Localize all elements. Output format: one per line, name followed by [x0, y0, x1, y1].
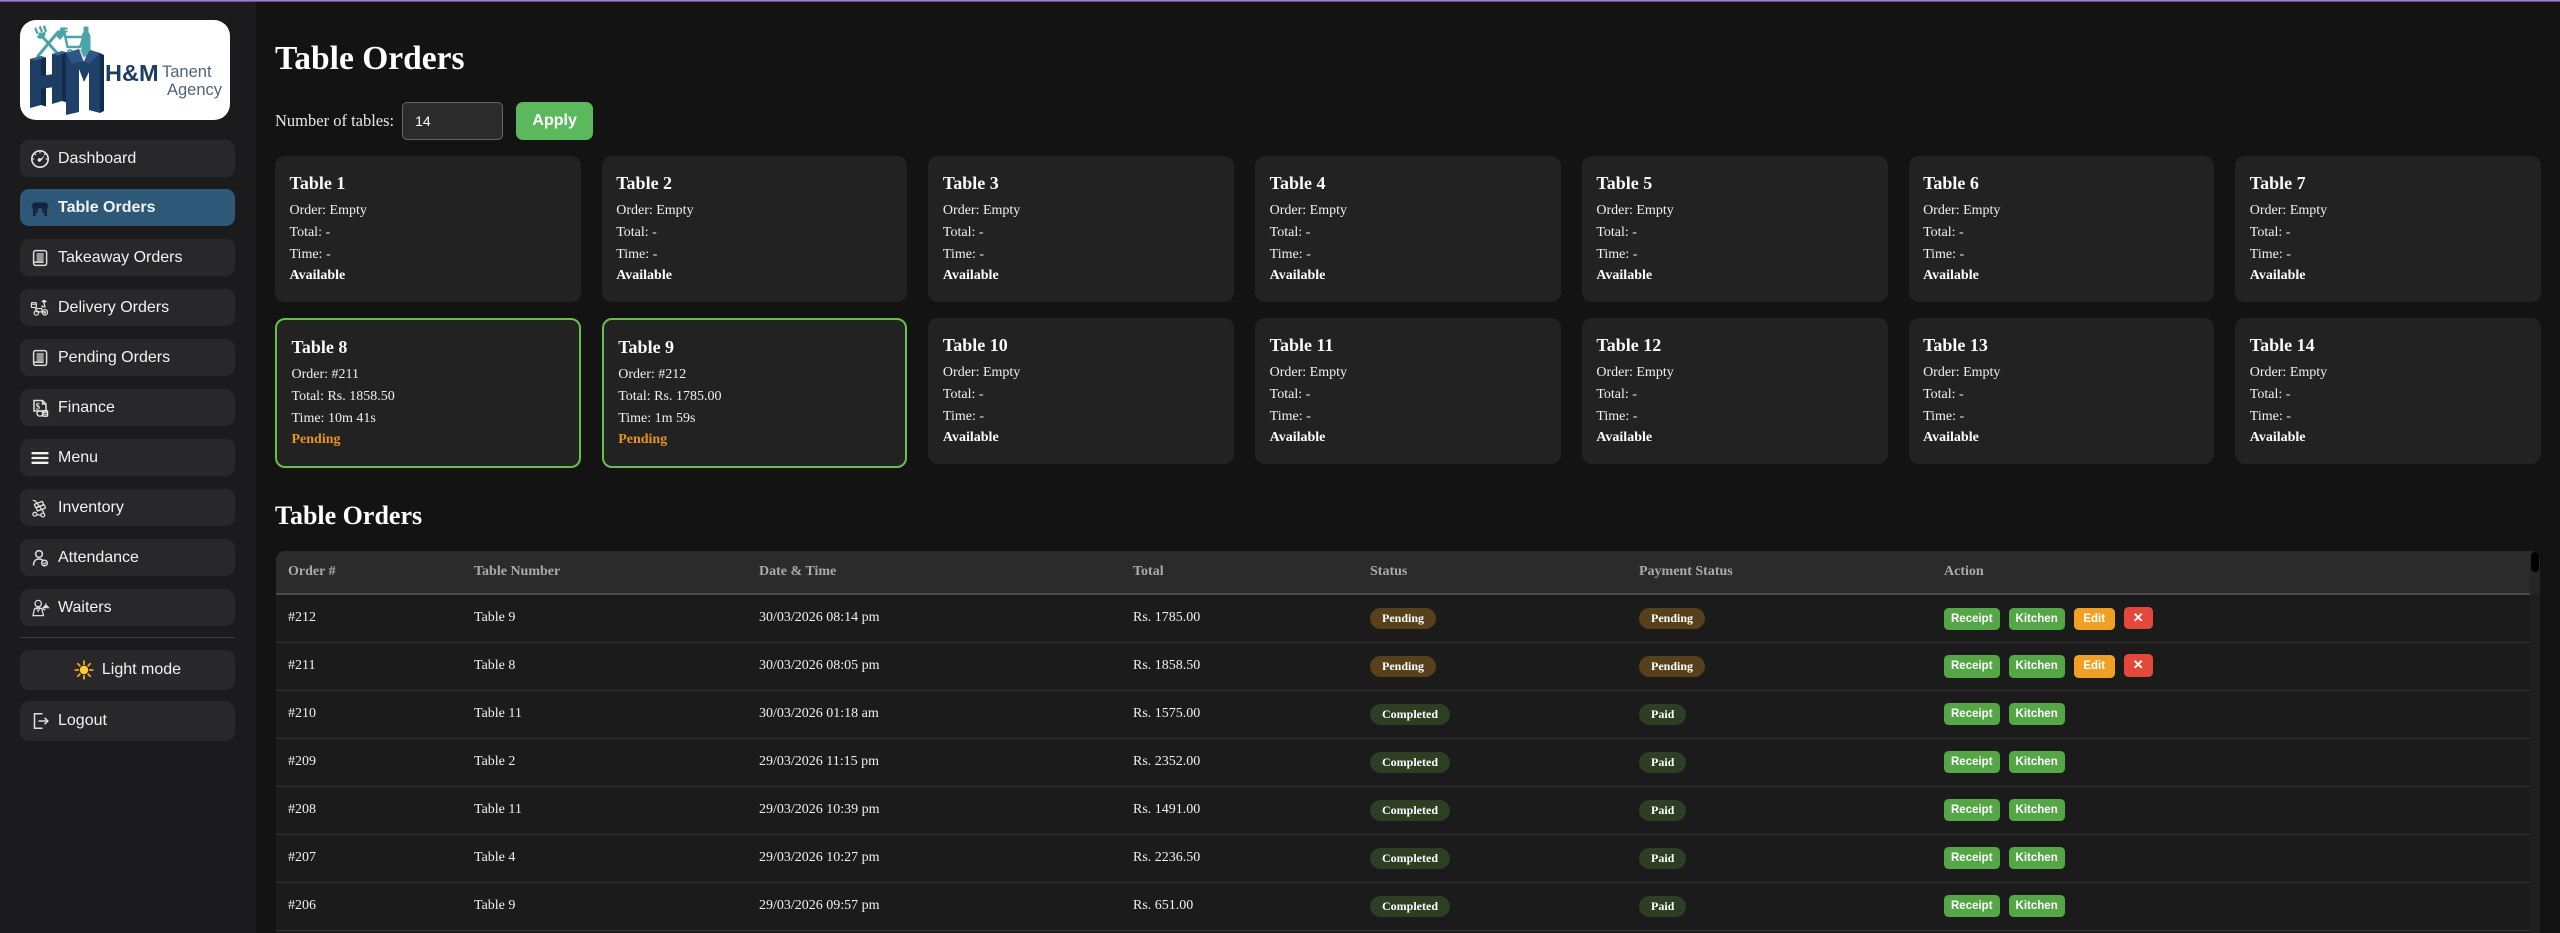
- svg-text:Tanent: Tanent: [162, 63, 212, 81]
- svg-text:H&M: H&M: [105, 60, 159, 86]
- svg-text:$: $: [36, 401, 41, 411]
- svg-text:Agency: Agency: [167, 81, 223, 99]
